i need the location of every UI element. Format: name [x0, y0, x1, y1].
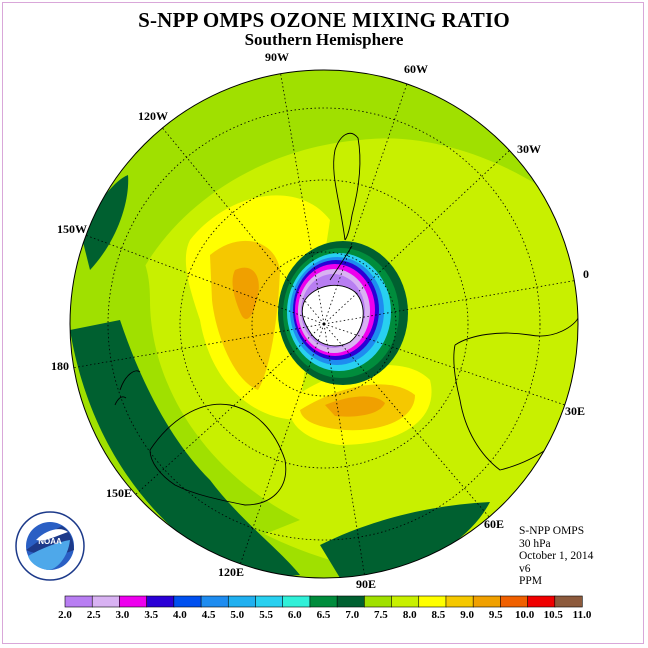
colorbar-swatch [391, 595, 420, 608]
colorbar-tick-label: 10.0 [514, 609, 535, 621]
australia-coast [149, 403, 287, 506]
antarctica-coast [301, 284, 364, 347]
lon-label-90e: 90E [356, 577, 377, 591]
colorbar-swatch [255, 595, 284, 608]
lon-label-0: 0 [583, 267, 589, 281]
colorbar-tick-label: 8.5 [431, 609, 446, 621]
field-7-0-south [320, 502, 490, 578]
colorbar-tick-label: 11.0 [572, 609, 592, 621]
field-7-0-west [70, 320, 300, 578]
info-date: October 1, 2014 [519, 550, 594, 562]
field-7-0-nw [80, 175, 129, 270]
lon-label-60e: 60E [484, 517, 505, 531]
colorbar-swatch [173, 595, 202, 608]
colorbar-swatch [364, 595, 393, 608]
colorbar-tick-label: 7.5 [374, 609, 388, 621]
info-pressure: 30 hPa [519, 537, 551, 550]
graticule [71, 70, 578, 578]
lon-label-90w: 90W [265, 50, 289, 64]
colorbar-tick-label: 10.5 [543, 609, 563, 621]
colorbar-swatch [282, 595, 311, 608]
field-9-5-nw [232, 267, 259, 319]
south-america-coast [333, 132, 361, 241]
colorbar-swatch [554, 595, 583, 608]
colorbar-tick-label: 5.0 [230, 609, 245, 621]
colorbar-tick-label: 4.5 [201, 609, 216, 621]
lon-label-120e: 120E [218, 565, 245, 579]
colorbar-swatch [119, 595, 148, 608]
info-version: v6 [519, 562, 531, 575]
noaa-logo: NOAA [15, 511, 85, 581]
colorbar-tick-label: 6.5 [316, 609, 331, 621]
colorbar-swatch [445, 595, 474, 608]
field-7-5-west [70, 236, 300, 560]
field-7-5-outer [70, 70, 560, 578]
colorbar-tick-label: 4.0 [173, 609, 187, 621]
colorbar-tick-label: 3.5 [144, 609, 159, 621]
colorbar-swatch [500, 595, 529, 608]
colorbar-tick-label: 9.0 [460, 609, 474, 621]
field-9-5-se [325, 396, 385, 417]
lon-label-60w: 60W [404, 62, 428, 76]
lon-label-150w: 150W [57, 222, 87, 236]
info-instrument: S-NPP OMPS [519, 525, 585, 537]
lon-label-150e: 150E [106, 486, 133, 500]
page-subtitle: Southern Hemisphere [244, 30, 404, 49]
colorbar-tick-label: 9.5 [488, 609, 503, 621]
south-pole-marker [322, 322, 326, 326]
info-units: PPM [519, 575, 543, 587]
antarctic-peninsula-coast [329, 245, 353, 281]
map-boundary [69, 69, 579, 579]
lon-label-180: 180 [51, 359, 69, 373]
colorbar-swatch [336, 595, 365, 608]
colorbar-tick-label: 2.5 [86, 609, 101, 621]
lon-label-120w: 120W [138, 109, 168, 123]
lon-label-30w: 30W [517, 142, 541, 156]
colorbar-tick-label: 2.0 [58, 609, 72, 621]
colorbar-swatch [418, 595, 447, 608]
lon-label-30e: 30E [565, 404, 586, 418]
noaa-logo-text: NOAA [38, 537, 62, 546]
colorbar-swatch [64, 595, 93, 608]
colorbar-swatch [146, 595, 175, 608]
colorbar-tick-label: 3.0 [115, 609, 130, 621]
colorbar-tick-label: 6.0 [287, 609, 302, 621]
colorbar-swatch [309, 595, 338, 608]
info-block: S-NPP OMPS 30 hPa October 1, 2014 v6 PPM [519, 525, 593, 588]
colorbar-swatch [200, 595, 229, 608]
colorbar-swatch [527, 595, 556, 608]
colorbar-swatch [227, 595, 257, 608]
page-title: S-NPP OMPS OZONE MIXING RATIO [138, 8, 510, 32]
colorbar-swatch [472, 595, 501, 608]
colorbar-tick-label: 7.0 [345, 609, 360, 621]
colorbar-swatch [91, 595, 121, 608]
colorbar-tick-label: 8.0 [402, 609, 417, 621]
new-zealand-coast [114, 370, 141, 406]
colorbar-tick-label: 5.5 [259, 609, 273, 621]
